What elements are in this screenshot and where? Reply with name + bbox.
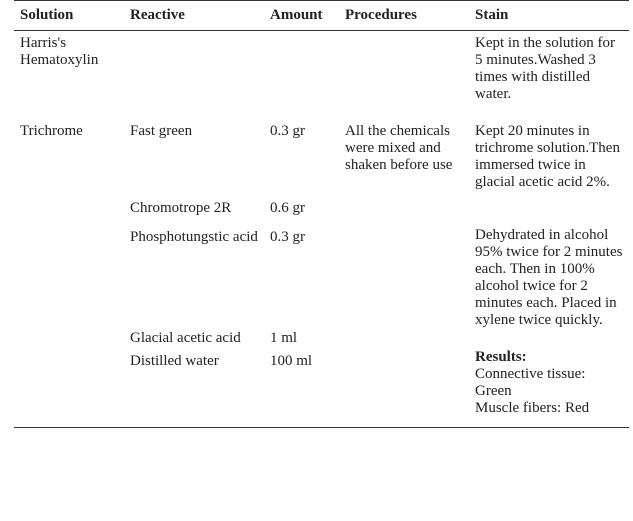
amount-2: 0.6 gr bbox=[270, 200, 333, 217]
results-line-1: Connective tissue: Green bbox=[475, 366, 623, 400]
cell-amount bbox=[264, 31, 339, 120]
reactive-3: Phosphotungstic acid bbox=[130, 229, 258, 246]
stain-step-1: Kept 20 minutes in trichrome solution.Th… bbox=[475, 123, 623, 191]
amount-5: 100 ml bbox=[270, 353, 333, 370]
amount-3: 0.3 gr bbox=[270, 229, 333, 246]
cell-amount: 0.3 gr 0.6 gr 0.3 gr 1 ml 100 ml bbox=[264, 119, 339, 428]
col-amount: Amount bbox=[264, 1, 339, 31]
reactive-1: Fast green bbox=[130, 123, 258, 140]
solution-name: Trichrome bbox=[20, 123, 118, 140]
procedures-text: All the chemicals were mixed and shaken … bbox=[345, 123, 463, 174]
cell-procedures bbox=[339, 31, 469, 120]
col-reactive: Reactive bbox=[124, 1, 264, 31]
col-solution: Solution bbox=[14, 1, 124, 31]
col-stain: Stain bbox=[469, 1, 629, 31]
cell-stain: Kept in the solution for 5 minutes.Washe… bbox=[469, 31, 629, 120]
cell-solution: Harris's Hematoxylin bbox=[14, 31, 124, 120]
col-procedures: Procedures bbox=[339, 1, 469, 31]
amount-1: 0.3 gr bbox=[270, 123, 333, 140]
stain-step-2: Dehydrated in alcohol 95% twice for 2 mi… bbox=[475, 227, 623, 329]
reactive-4: Glacial acetic acid bbox=[130, 330, 258, 347]
cell-reactive: Fast green Chromotrope 2R Phosphotungsti… bbox=[124, 119, 264, 428]
solution-line1: Harris's bbox=[20, 35, 118, 52]
results-line-2: Muscle fibers: Red bbox=[475, 400, 623, 417]
page: Solution Reactive Amount Procedures Stai… bbox=[0, 0, 633, 521]
solution-line2: Hematoxylin bbox=[20, 52, 118, 69]
stain-text: Kept in the solution for 5 minutes.Washe… bbox=[475, 35, 623, 103]
cell-solution: Trichrome bbox=[14, 119, 124, 428]
reactive-5: Distilled water bbox=[130, 353, 258, 370]
table-row: Trichrome Fast green Chromotrope 2R Phos… bbox=[14, 119, 629, 428]
table-row: Harris's Hematoxylin Kept in the solutio… bbox=[14, 31, 629, 120]
staining-table: Solution Reactive Amount Procedures Stai… bbox=[14, 0, 629, 428]
amount-4: 1 ml bbox=[270, 330, 333, 347]
cell-reactive bbox=[124, 31, 264, 120]
table-header: Solution Reactive Amount Procedures Stai… bbox=[14, 1, 629, 31]
results-label: Results: bbox=[475, 349, 623, 366]
cell-procedures: All the chemicals were mixed and shaken … bbox=[339, 119, 469, 428]
reactive-2: Chromotrope 2R bbox=[130, 200, 258, 217]
cell-stain: Kept 20 minutes in trichrome solution.Th… bbox=[469, 119, 629, 428]
